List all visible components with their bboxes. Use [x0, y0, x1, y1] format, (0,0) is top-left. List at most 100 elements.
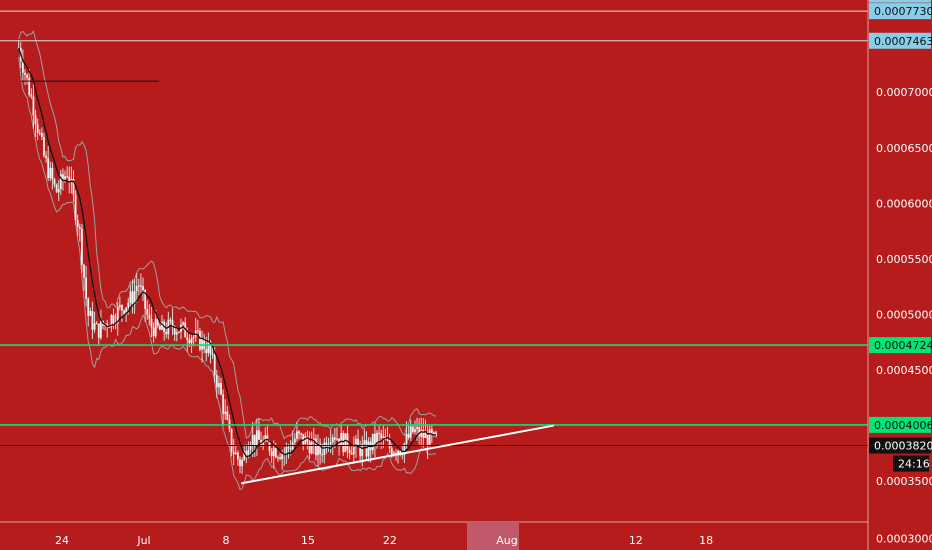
y-tick-label: 0.0004500 [876, 364, 932, 377]
candle-body [106, 323, 109, 327]
y-tick-label: 0.0003000 [876, 533, 932, 546]
candle-body [215, 375, 218, 388]
x-tick-label: 24 [55, 534, 69, 547]
candle-body [133, 291, 136, 305]
candle-body [321, 454, 324, 456]
x-tick-label: 18 [699, 534, 713, 547]
candle-body [38, 132, 41, 134]
candle-body [323, 442, 326, 456]
candle-body [57, 189, 60, 193]
y-tick-label: 0.0007000 [876, 86, 932, 99]
candle-body [118, 305, 121, 307]
candle-body [150, 318, 153, 328]
candle-body [243, 450, 246, 460]
price-label: 0.0007878 [874, 0, 932, 2]
candle-body [430, 429, 433, 435]
candle-body [30, 94, 33, 97]
candle-body [55, 184, 58, 193]
candle-body [374, 433, 376, 445]
candle-body [116, 306, 119, 324]
candle-body [72, 178, 75, 195]
candle-body [344, 433, 347, 452]
candle-body [392, 452, 395, 455]
candle-body [173, 327, 176, 335]
candle-body [399, 450, 402, 455]
candle-body [371, 433, 374, 451]
x-tick-label: Aug [496, 534, 517, 547]
candle-body [32, 96, 35, 116]
candles [17, 40, 437, 475]
candle-body [418, 427, 421, 437]
candle-body [152, 327, 155, 337]
candle-body [365, 440, 368, 457]
candle-body [144, 289, 147, 309]
candle-body [359, 445, 362, 457]
candle-body [97, 323, 100, 338]
candle-body [340, 433, 343, 446]
candle-body [409, 426, 412, 438]
candle-body [224, 411, 227, 414]
x-tick-label: 15 [301, 534, 315, 547]
candle-body [182, 322, 184, 325]
candle-body [350, 452, 353, 455]
candle-body [201, 338, 203, 350]
y-tick-label: 0.0006500 [876, 142, 932, 155]
candle-body [277, 457, 279, 459]
y-tick-label: 0.0005500 [876, 253, 932, 266]
candle-body [401, 454, 404, 456]
candle-body [205, 349, 208, 353]
candle-body [127, 302, 130, 308]
candle-body [304, 436, 307, 445]
candle-body [236, 452, 239, 460]
candle-body [378, 432, 381, 434]
candle-body [123, 310, 125, 314]
x-tick-label: 8 [222, 534, 229, 547]
x-tick-label: 12 [629, 534, 643, 547]
candle-body [424, 432, 427, 438]
candle-body [388, 439, 391, 449]
candle-body [78, 227, 81, 229]
candle-body [99, 320, 102, 338]
candle-body [426, 432, 429, 446]
x-tick-highlight [467, 522, 519, 550]
candle-body [131, 291, 134, 305]
candle-body [222, 394, 225, 414]
candle-body [245, 450, 248, 457]
candle-body [314, 438, 317, 456]
candle-body [93, 323, 96, 330]
candle-body [397, 450, 399, 455]
candle-body [209, 341, 212, 355]
candle-body [264, 435, 267, 441]
countdown-label: 24:16 [898, 458, 930, 471]
candle-body [405, 433, 408, 444]
candle-body [135, 285, 138, 292]
candle-body [81, 228, 83, 265]
candle-body [306, 436, 309, 443]
candle-body [186, 337, 189, 341]
price-label-bg [869, 3, 931, 20]
candle-body [74, 194, 77, 220]
candle-body [21, 61, 24, 73]
candle-body [302, 433, 305, 445]
candle-body [390, 448, 393, 455]
candle-body [26, 74, 29, 78]
price-label-bg [869, 437, 931, 454]
candle-body [363, 440, 366, 445]
countdown-bg [893, 455, 929, 472]
candle-body [230, 428, 233, 452]
candle-body [422, 429, 425, 438]
x-tick-label: 22 [383, 534, 397, 547]
y-tick-label: 0.0003500 [876, 475, 932, 488]
moving-average-line [18, 47, 437, 458]
candle-body [241, 459, 244, 467]
candle-body [355, 439, 357, 447]
candle-body [342, 433, 345, 452]
candle-body [239, 459, 241, 467]
candle-body [129, 291, 132, 303]
candle-body [258, 430, 260, 440]
candle-body [255, 430, 258, 446]
price-label: 0.0004724 [874, 339, 932, 352]
